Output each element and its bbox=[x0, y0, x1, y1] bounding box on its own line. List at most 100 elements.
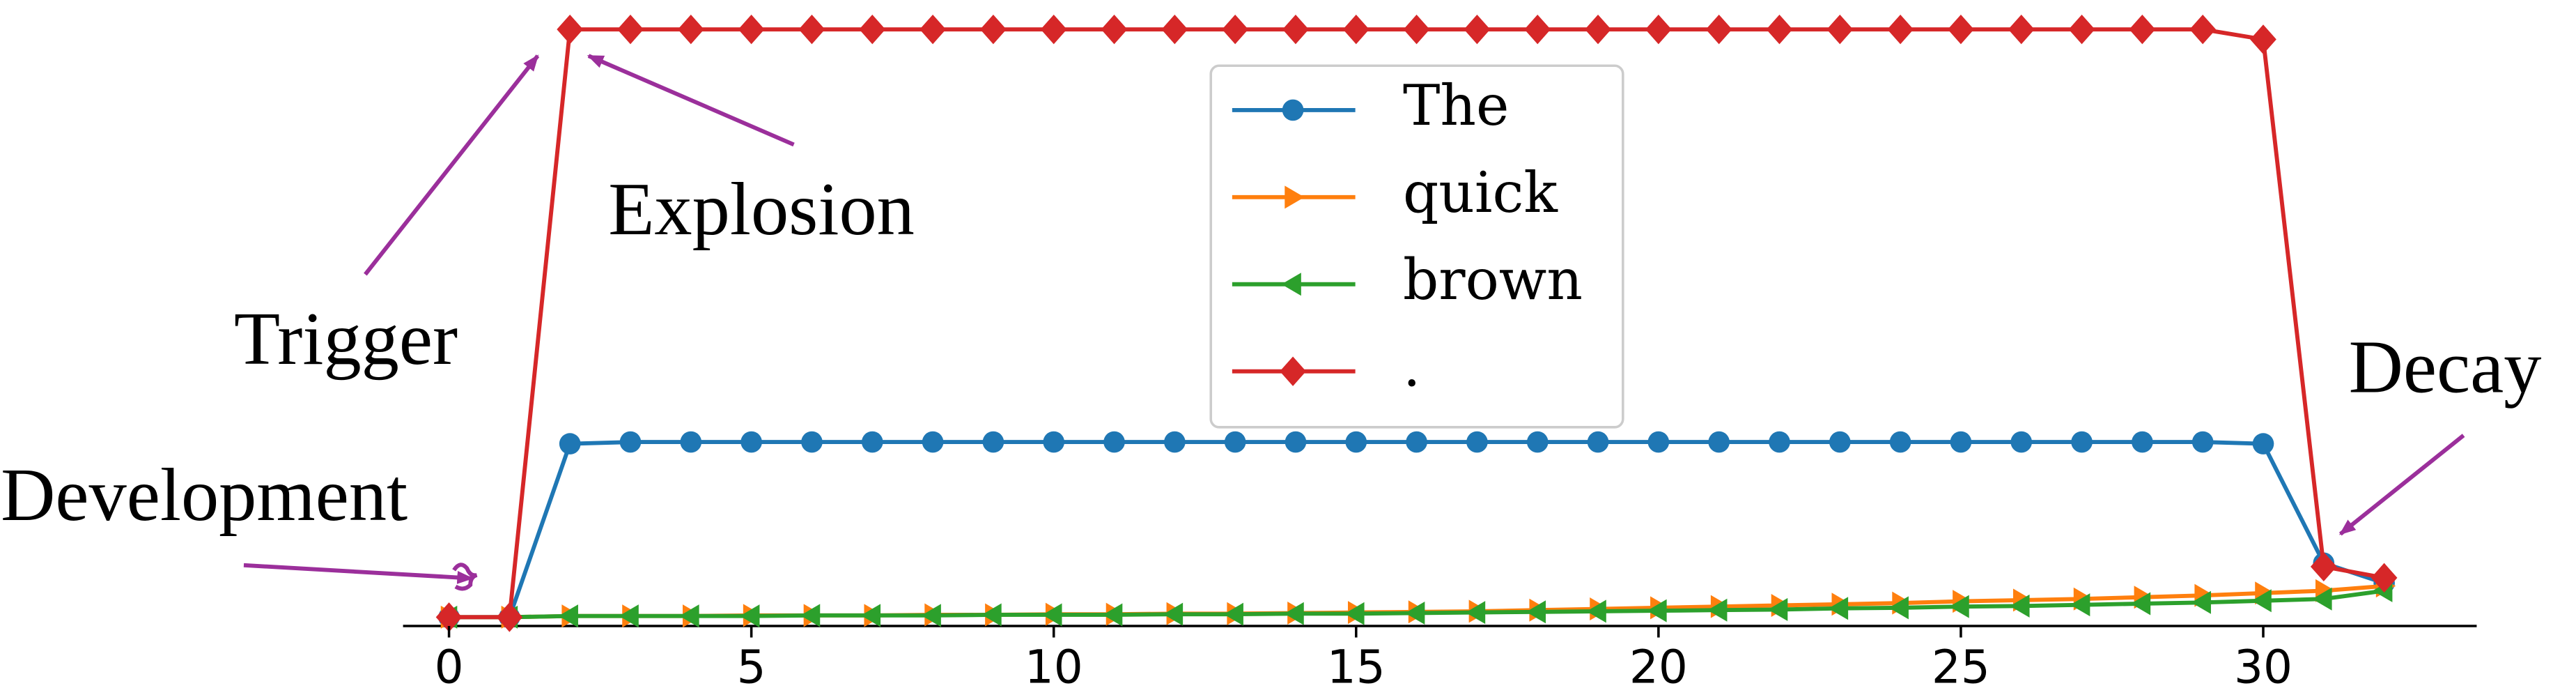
point bbox=[1587, 431, 1609, 453]
point bbox=[2070, 593, 2090, 617]
point bbox=[1224, 431, 1246, 453]
arrow bbox=[364, 54, 540, 276]
x-tick-label: 20 bbox=[1629, 641, 1688, 694]
point bbox=[738, 14, 765, 45]
point bbox=[1464, 14, 1491, 45]
point bbox=[1465, 601, 1486, 625]
legend-label: The bbox=[1403, 73, 1509, 138]
point bbox=[1042, 603, 1062, 627]
point bbox=[557, 14, 584, 45]
point bbox=[677, 14, 704, 45]
point bbox=[1829, 431, 1851, 453]
point bbox=[1466, 431, 1488, 453]
point bbox=[1280, 356, 1306, 386]
x-tick-label: 0 bbox=[435, 641, 464, 694]
point bbox=[2071, 431, 2093, 453]
point bbox=[1406, 431, 1427, 453]
legend-label: quick bbox=[1403, 160, 1558, 225]
x-tick-label: 10 bbox=[1025, 641, 1083, 694]
x-tick-label: 30 bbox=[2234, 641, 2292, 694]
point bbox=[1285, 185, 1305, 209]
point bbox=[1405, 601, 1425, 625]
point bbox=[1769, 431, 1790, 453]
point bbox=[1888, 596, 1909, 620]
annotation: Explosion bbox=[608, 167, 915, 251]
point bbox=[1282, 14, 1309, 45]
point bbox=[1281, 273, 1301, 296]
point bbox=[1043, 431, 1065, 453]
x-tick-label: 5 bbox=[737, 641, 766, 694]
point bbox=[922, 431, 944, 453]
point bbox=[1161, 14, 1188, 45]
point bbox=[1282, 99, 1304, 121]
point bbox=[617, 14, 644, 45]
point bbox=[1524, 14, 1551, 45]
point bbox=[740, 431, 762, 453]
point bbox=[801, 431, 823, 453]
point bbox=[920, 14, 946, 45]
point bbox=[1163, 602, 1184, 626]
point bbox=[1950, 431, 1972, 453]
annotation: Development bbox=[1, 453, 408, 537]
point bbox=[1284, 602, 1304, 625]
point bbox=[619, 431, 642, 453]
point bbox=[435, 602, 463, 632]
point bbox=[1344, 602, 1365, 625]
point bbox=[1949, 595, 1969, 618]
point bbox=[2068, 14, 2095, 45]
point bbox=[921, 604, 941, 627]
point bbox=[1585, 14, 1611, 45]
point bbox=[2010, 594, 2030, 618]
point bbox=[1345, 431, 1367, 453]
point bbox=[1647, 431, 1670, 453]
arrow bbox=[243, 563, 474, 584]
point bbox=[2008, 14, 2035, 45]
point bbox=[558, 604, 578, 628]
point bbox=[1403, 14, 1430, 45]
point bbox=[1647, 599, 1667, 623]
point bbox=[798, 14, 825, 45]
point bbox=[1826, 14, 1854, 45]
legend-label: . bbox=[1403, 335, 1420, 399]
point bbox=[860, 604, 881, 627]
point bbox=[1948, 14, 1974, 45]
point bbox=[2251, 589, 2272, 613]
x-tick-label: 15 bbox=[1327, 641, 1386, 694]
point bbox=[1586, 599, 1606, 623]
point bbox=[1164, 431, 1186, 453]
point bbox=[1828, 597, 1849, 620]
point bbox=[2010, 431, 2033, 453]
point bbox=[980, 14, 1007, 45]
annotation: Trigger bbox=[234, 297, 458, 381]
point bbox=[559, 433, 581, 455]
point bbox=[859, 14, 886, 45]
point bbox=[619, 604, 639, 628]
point bbox=[1766, 14, 1793, 45]
point bbox=[1040, 14, 1067, 45]
point bbox=[1222, 14, 1249, 45]
point bbox=[800, 604, 821, 627]
point bbox=[1526, 600, 1546, 624]
point bbox=[1705, 14, 1732, 45]
point bbox=[2189, 14, 2217, 45]
brace bbox=[452, 563, 478, 591]
point bbox=[2250, 24, 2276, 54]
point bbox=[1103, 431, 1125, 453]
legend: The quick brown. bbox=[1232, 73, 1583, 399]
point bbox=[861, 431, 883, 453]
series-line bbox=[449, 440, 2385, 620]
point bbox=[1526, 431, 1549, 453]
point bbox=[1707, 598, 1728, 622]
point bbox=[2129, 14, 2156, 45]
point bbox=[2252, 433, 2274, 455]
point bbox=[496, 602, 523, 632]
point bbox=[2312, 587, 2332, 611]
point bbox=[2130, 592, 2151, 616]
legend-label: brown bbox=[1403, 247, 1583, 312]
point bbox=[680, 431, 702, 453]
annotation: Decay bbox=[2349, 325, 2542, 408]
point bbox=[2191, 590, 2211, 614]
point bbox=[1223, 602, 1243, 626]
